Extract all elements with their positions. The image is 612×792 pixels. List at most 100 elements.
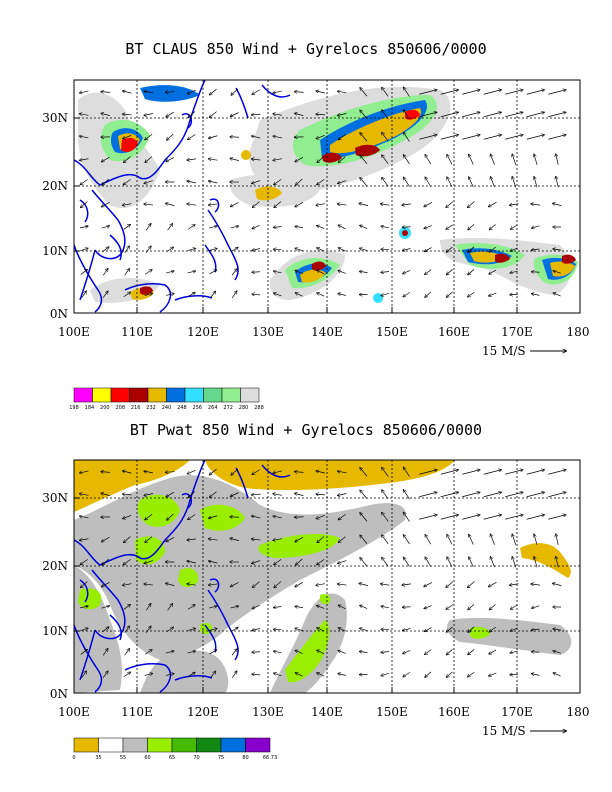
wind-arrow <box>382 110 389 120</box>
wind-arrow <box>505 470 522 475</box>
wind-arrow <box>166 203 175 206</box>
wind-arrow <box>210 291 216 298</box>
wind-arrow <box>489 292 497 296</box>
wind-arrow <box>273 114 282 116</box>
wind-arrow <box>532 629 540 630</box>
wind-arrow <box>338 113 347 115</box>
wind-arrow <box>483 515 501 520</box>
wind-arrow <box>101 113 110 116</box>
wind-arrow <box>338 513 346 519</box>
bottom-lon-label: 120E <box>187 705 219 719</box>
wind-arrow <box>360 248 368 252</box>
top-lon-label: 160E <box>438 325 470 339</box>
wind-arrow <box>253 581 260 588</box>
wind-arrow <box>338 584 347 585</box>
wind-arrow <box>553 673 561 677</box>
wind-arrow <box>80 470 89 473</box>
wind-arrow <box>166 537 175 541</box>
wind-arrow <box>469 154 474 165</box>
wind-arrow <box>424 605 432 609</box>
wind-arrow <box>123 584 132 586</box>
bottom-wind-vectors <box>80 467 566 677</box>
wind-arrow <box>360 178 368 187</box>
top-lon-label: 120E <box>187 325 219 339</box>
wind-arrow <box>188 111 196 117</box>
wind-arrow <box>556 534 559 545</box>
wind-arrow <box>316 114 326 115</box>
wind-arrow <box>252 539 261 540</box>
top-colorbar: 198 184 200 208 216 232 240 248 256 264 272 280 288 <box>69 387 264 411</box>
wind-arrow <box>80 270 87 275</box>
colorbar-swatch <box>203 387 223 403</box>
wind-arrow <box>230 538 239 541</box>
wind-arrow <box>382 178 389 187</box>
wind-arrow <box>166 583 175 586</box>
wind-arrow <box>446 581 454 588</box>
wind-arrow <box>80 114 89 116</box>
wind-arrow <box>295 628 303 632</box>
wind-arrow <box>359 203 368 206</box>
wind-arrow <box>80 226 88 228</box>
colorbar-swatch <box>240 387 260 403</box>
wind-arrow <box>295 581 304 586</box>
wind-arrow <box>188 491 196 497</box>
wind-arrow <box>123 135 132 138</box>
wind-arrow <box>505 515 522 520</box>
wind-arrow <box>553 249 562 250</box>
top-lon-label: 100E <box>58 325 90 339</box>
wind-arrow <box>382 513 389 522</box>
colorbar-label: 280 <box>239 405 249 411</box>
wind-arrow <box>469 534 474 545</box>
top-lat-label: 0N <box>50 307 68 321</box>
wind-arrow <box>338 225 346 230</box>
top-lat-label: 10N <box>42 244 68 258</box>
wind-arrow <box>359 583 368 586</box>
colorbar-swatch <box>220 737 246 753</box>
wind-arrow <box>123 225 130 230</box>
colorbar-label: 208 <box>115 405 125 411</box>
wind-arrow <box>553 203 562 206</box>
wind-arrow <box>317 156 325 163</box>
wind-arrow <box>144 650 152 655</box>
wind-arrow <box>511 604 518 609</box>
wind-arrow <box>188 134 196 139</box>
wind-arrow <box>209 468 217 475</box>
wind-arrow <box>381 271 390 272</box>
wind-arrow <box>382 155 389 165</box>
wind-arrow <box>483 492 501 498</box>
wind-arrow <box>360 628 368 632</box>
bottom-lon-label: 160E <box>438 705 470 719</box>
colorbar-swatch <box>221 387 241 403</box>
wind-arrow <box>317 270 325 275</box>
wind-arrow <box>548 515 565 520</box>
wind-arrow <box>187 292 195 297</box>
wind-arrow <box>317 673 325 677</box>
wind-arrow <box>425 627 432 632</box>
wind-arrow <box>382 535 389 545</box>
wind-arrow <box>101 226 110 229</box>
wind-arrow <box>403 629 411 631</box>
wind-arrow <box>209 629 217 631</box>
wind-arrow <box>447 155 453 165</box>
colorbar-swatch <box>184 387 204 403</box>
wind-arrow <box>381 606 389 608</box>
wind-arrow <box>489 269 497 274</box>
wind-arrow <box>231 671 236 679</box>
wind-arrow <box>317 179 325 184</box>
bottom-map-panel: 30N 20N 10N 0N 100E 110E 120E 130E 140E … <box>42 459 589 761</box>
wind-arrow <box>209 226 217 228</box>
colorbar-label: 65 <box>169 755 175 761</box>
bottom-lon-label: 140E <box>311 705 343 719</box>
wind-arrow <box>209 204 218 205</box>
wind-arrow <box>123 672 131 678</box>
wind-arrow <box>381 672 389 675</box>
wind-arrow <box>381 292 389 295</box>
wind-arrow <box>230 582 239 586</box>
wind-arrow <box>274 226 282 227</box>
wind-arrow <box>526 112 544 118</box>
wind-arrow <box>381 651 390 652</box>
top-lat-label: 30N <box>42 111 68 125</box>
wind-arrow <box>512 177 517 188</box>
wind-arrow <box>124 626 130 633</box>
wind-arrow <box>403 490 410 500</box>
